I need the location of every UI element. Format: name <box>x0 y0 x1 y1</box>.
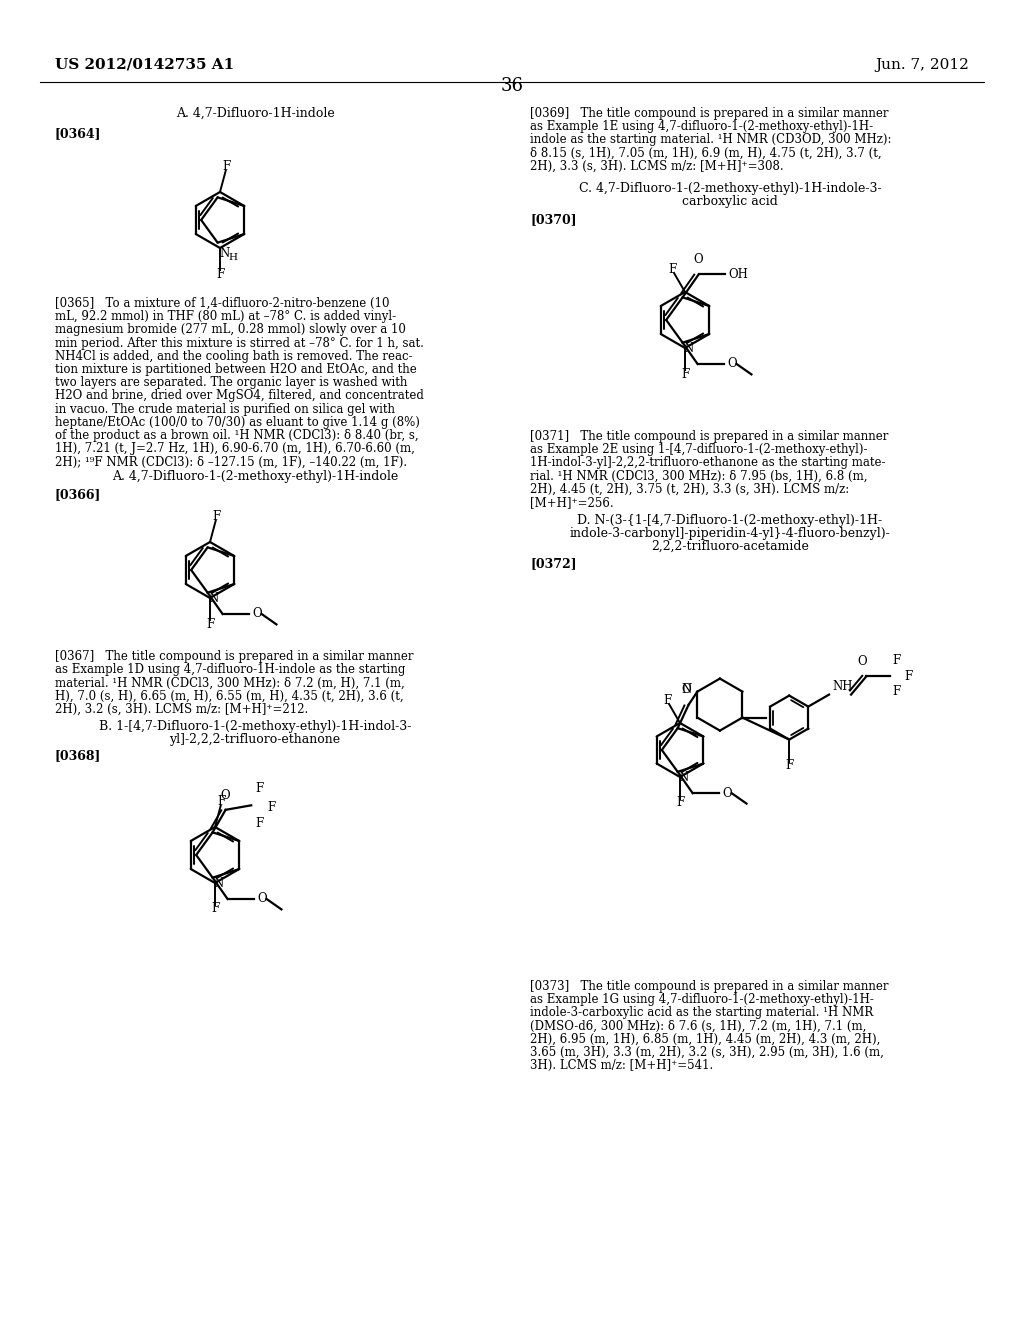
Text: yl]-2,2,2-trifluoro-ethanone: yl]-2,2,2-trifluoro-ethanone <box>169 733 341 746</box>
Text: 1H), 7.21 (t, J=2.7 Hz, 1H), 6.90-6.70 (m, 1H), 6.70-6.60 (m,: 1H), 7.21 (t, J=2.7 Hz, 1H), 6.90-6.70 (… <box>55 442 415 455</box>
Text: 2,2,2-trifluoro-acetamide: 2,2,2-trifluoro-acetamide <box>651 540 809 553</box>
Text: 3H). LCMS m/z: [M+H]⁺=541.: 3H). LCMS m/z: [M+H]⁺=541. <box>530 1059 714 1072</box>
Text: F: F <box>785 759 794 772</box>
Text: NH4Cl is added, and the cooling bath is removed. The reac-: NH4Cl is added, and the cooling bath is … <box>55 350 413 363</box>
Text: indole-3-carboxylic acid as the starting material. ¹H NMR: indole-3-carboxylic acid as the starting… <box>530 1006 873 1019</box>
Text: N: N <box>681 682 691 696</box>
Text: O: O <box>723 787 732 800</box>
Text: [0372]: [0372] <box>530 557 577 570</box>
Text: O: O <box>727 358 737 371</box>
Text: F: F <box>668 263 676 276</box>
Text: 3.65 (m, 3H), 3.3 (m, 2H), 3.2 (s, 3H), 2.95 (m, 3H), 1.6 (m,: 3.65 (m, 3H), 3.3 (m, 2H), 3.2 (s, 3H), … <box>530 1045 884 1059</box>
Text: as Example 1D using 4,7-difluoro-1H-indole as the starting: as Example 1D using 4,7-difluoro-1H-indo… <box>55 663 406 676</box>
Text: D. N-(3-{1-[4,7-Difluoro-1-(2-methoxy-ethyl)-1H-: D. N-(3-{1-[4,7-Difluoro-1-(2-methoxy-et… <box>578 513 883 527</box>
Text: F: F <box>216 268 224 281</box>
Text: F: F <box>206 618 214 631</box>
Text: F: F <box>893 655 901 667</box>
Text: F: F <box>222 161 230 173</box>
Text: [0368]: [0368] <box>55 748 101 762</box>
Text: [0371]   The title compound is prepared in a similar manner: [0371] The title compound is prepared in… <box>530 430 889 444</box>
Text: A. 4,7-Difluoro-1H-indole: A. 4,7-Difluoro-1H-indole <box>176 107 335 120</box>
Text: OH: OH <box>729 268 749 281</box>
Text: US 2012/0142735 A1: US 2012/0142735 A1 <box>55 58 234 73</box>
Text: N: N <box>219 247 229 260</box>
Text: 2H), 3.3 (s, 3H). LCMS m/z: [M+H]⁺=308.: 2H), 3.3 (s, 3H). LCMS m/z: [M+H]⁺=308. <box>530 160 783 173</box>
Text: [0370]: [0370] <box>530 213 577 226</box>
Text: F: F <box>218 796 226 808</box>
Text: as Example 2E using 1-[4,7-difluoro-1-(2-methoxy-ethyl)-: as Example 2E using 1-[4,7-difluoro-1-(2… <box>530 444 867 457</box>
Text: as Example 1E using 4,7-difluoro-1-(2-methoxy-ethyl)-1H-: as Example 1E using 4,7-difluoro-1-(2-me… <box>530 120 873 133</box>
Text: H: H <box>228 252 238 261</box>
Text: O: O <box>694 253 703 267</box>
Text: F: F <box>663 694 671 708</box>
Text: heptane/EtOAc (100/0 to 70/30) as eluant to give 1.14 g (8%): heptane/EtOAc (100/0 to 70/30) as eluant… <box>55 416 420 429</box>
Text: F: F <box>893 685 901 698</box>
Text: of the product as a brown oil. ¹H NMR (CDCl3): δ 8.40 (br, s,: of the product as a brown oil. ¹H NMR (C… <box>55 429 419 442</box>
Text: F: F <box>255 817 263 830</box>
Text: min period. After this mixture is stirred at –78° C. for 1 h, sat.: min period. After this mixture is stirre… <box>55 337 424 350</box>
Text: B. 1-[4,7-Difluoro-1-(2-methoxy-ethyl)-1H-indol-3-: B. 1-[4,7-Difluoro-1-(2-methoxy-ethyl)-1… <box>98 719 412 733</box>
Text: F: F <box>213 511 221 524</box>
Text: O: O <box>257 892 267 906</box>
Text: carboxylic acid: carboxylic acid <box>682 195 778 209</box>
Text: O: O <box>221 789 230 801</box>
Text: NH: NH <box>833 680 853 693</box>
Text: H2O and brine, dried over MgSO4, filtered, and concentrated: H2O and brine, dried over MgSO4, filtere… <box>55 389 424 403</box>
Text: N: N <box>679 771 689 784</box>
Text: [0373]   The title compound is prepared in a similar manner: [0373] The title compound is prepared in… <box>530 979 889 993</box>
Text: mL, 92.2 mmol) in THF (80 mL) at –78° C. is added vinyl-: mL, 92.2 mmol) in THF (80 mL) at –78° C.… <box>55 310 396 323</box>
Text: 2H), 3.2 (s, 3H). LCMS m/z: [M+H]⁺=212.: 2H), 3.2 (s, 3H). LCMS m/z: [M+H]⁺=212. <box>55 702 308 715</box>
Text: [0366]: [0366] <box>55 488 101 502</box>
Text: N: N <box>209 591 219 605</box>
Text: N: N <box>684 342 694 355</box>
Text: Jun. 7, 2012: Jun. 7, 2012 <box>876 58 969 73</box>
Text: 2H), 6.95 (m, 1H), 6.85 (m, 1H), 4.45 (m, 2H), 4.3 (m, 2H),: 2H), 6.95 (m, 1H), 6.85 (m, 1H), 4.45 (m… <box>530 1032 881 1045</box>
Text: F: F <box>267 801 275 814</box>
Text: magnesium bromide (277 mL, 0.28 mmol) slowly over a 10: magnesium bromide (277 mL, 0.28 mmol) sl… <box>55 323 406 337</box>
Text: tion mixture is partitioned between H2O and EtOAc, and the: tion mixture is partitioned between H2O … <box>55 363 417 376</box>
Text: F: F <box>255 783 263 796</box>
Text: [0369]   The title compound is prepared in a similar manner: [0369] The title compound is prepared in… <box>530 107 889 120</box>
Text: δ 8.15 (s, 1H), 7.05 (m, 1H), 6.9 (m, H), 4.75 (t, 2H), 3.7 (t,: δ 8.15 (s, 1H), 7.05 (m, 1H), 6.9 (m, H)… <box>530 147 882 160</box>
Text: O: O <box>681 682 690 696</box>
Text: [0364]: [0364] <box>55 127 101 140</box>
Text: F: F <box>681 367 689 380</box>
Text: H), 7.0 (s, H), 6.65 (m, H), 6.55 (m, H), 4.35 (t, 2H), 3.6 (t,: H), 7.0 (s, H), 6.65 (m, H), 6.55 (m, H)… <box>55 689 403 702</box>
Text: indole-3-carbonyl]-piperidin-4-yl}-4-fluoro-benzyl)-: indole-3-carbonyl]-piperidin-4-yl}-4-flu… <box>569 527 891 540</box>
Text: material. ¹H NMR (CDCl3, 300 MHz): δ 7.2 (m, H), 7.1 (m,: material. ¹H NMR (CDCl3, 300 MHz): δ 7.2… <box>55 676 404 689</box>
Text: (DMSO-d6, 300 MHz): δ 7.6 (s, 1H), 7.2 (m, 1H), 7.1 (m,: (DMSO-d6, 300 MHz): δ 7.6 (s, 1H), 7.2 (… <box>530 1019 866 1032</box>
Text: indole as the starting material. ¹H NMR (CD3OD, 300 MHz):: indole as the starting material. ¹H NMR … <box>530 133 892 147</box>
Text: 36: 36 <box>501 77 523 95</box>
Text: 1H-indol-3-yl]-2,2,2-trifluoro-ethanone as the starting mate-: 1H-indol-3-yl]-2,2,2-trifluoro-ethanone … <box>530 457 886 470</box>
Text: O: O <box>858 655 867 668</box>
Text: [0367]   The title compound is prepared in a similar manner: [0367] The title compound is prepared in… <box>55 649 414 663</box>
Text: N: N <box>214 876 224 890</box>
Text: [0365]   To a mixture of 1,4-difluoro-2-nitro-benzene (10: [0365] To a mixture of 1,4-difluoro-2-ni… <box>55 297 389 310</box>
Text: F: F <box>904 669 912 682</box>
Text: O: O <box>253 607 262 620</box>
Text: C. 4,7-Difluoro-1-(2-methoxy-ethyl)-1H-indole-3-: C. 4,7-Difluoro-1-(2-methoxy-ethyl)-1H-i… <box>579 182 882 195</box>
Text: 2H); ¹⁹F NMR (CDCl3): δ –127.15 (m, 1F), –140.22 (m, 1F).: 2H); ¹⁹F NMR (CDCl3): δ –127.15 (m, 1F),… <box>55 455 408 469</box>
Text: F: F <box>676 796 684 809</box>
Text: F: F <box>211 903 219 916</box>
Text: in vacuo. The crude material is purified on silica gel with: in vacuo. The crude material is purified… <box>55 403 395 416</box>
Text: rial. ¹H NMR (CDCl3, 300 MHz): δ 7.95 (bs, 1H), 6.8 (m,: rial. ¹H NMR (CDCl3, 300 MHz): δ 7.95 (b… <box>530 470 867 483</box>
Text: A. 4,7-Difluoro-1-(2-methoxy-ethyl)-1H-indole: A. 4,7-Difluoro-1-(2-methoxy-ethyl)-1H-i… <box>112 470 398 483</box>
Text: as Example 1G using 4,7-difluoro-1-(2-methoxy-ethyl)-1H-: as Example 1G using 4,7-difluoro-1-(2-me… <box>530 993 873 1006</box>
Text: two layers are separated. The organic layer is washed with: two layers are separated. The organic la… <box>55 376 408 389</box>
Text: [M+H]⁺=256.: [M+H]⁺=256. <box>530 496 613 510</box>
Text: 2H), 4.45 (t, 2H), 3.75 (t, 2H), 3.3 (s, 3H). LCMS m/z:: 2H), 4.45 (t, 2H), 3.75 (t, 2H), 3.3 (s,… <box>530 483 849 496</box>
